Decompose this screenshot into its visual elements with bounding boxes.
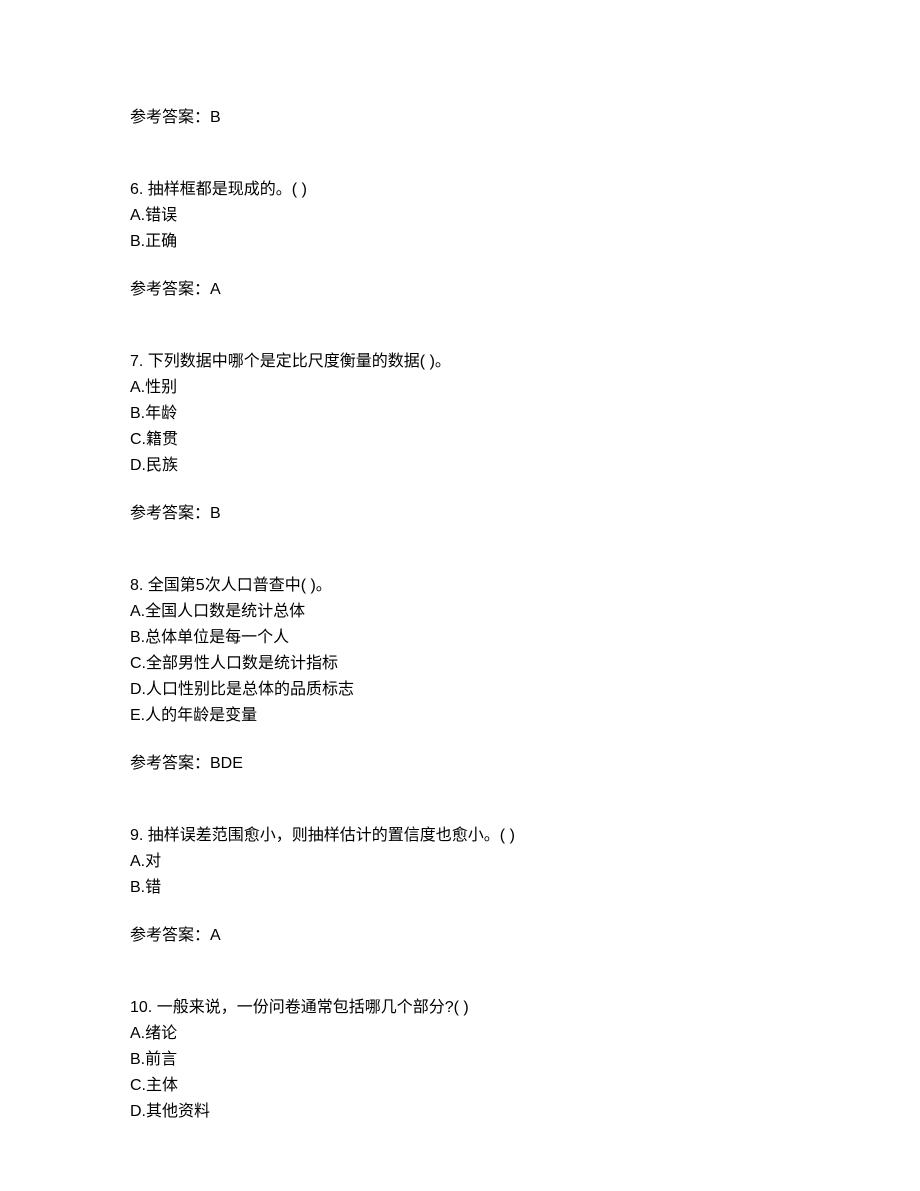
answer: 参考答案：B xyxy=(130,502,790,526)
question-8: 8. 全国第5次人口普查中( )。 A.全国人口数是统计总体 B.总体单位是每一… xyxy=(130,574,790,776)
question-number: 8. xyxy=(130,577,143,594)
option-d: D.民族 xyxy=(130,454,790,478)
question-10: 10. 一般来说，一份问卷通常包括哪几个部分?( ) A.绪论 B.前言 C.主… xyxy=(130,996,790,1124)
answer: 参考答案：BDE xyxy=(130,752,790,776)
question-number: 10. xyxy=(130,999,152,1016)
page-content: 参考答案：B 6. 抽样框都是现成的。( ) A.错误 B.正确 参考答案：A … xyxy=(0,0,920,1124)
option-c: C.主体 xyxy=(130,1074,790,1098)
option-b: B.正确 xyxy=(130,230,790,254)
question-7: 7. 下列数据中哪个是定比尺度衡量的数据( )。 A.性别 B.年龄 C.籍贯 … xyxy=(130,350,790,526)
question-stem: 抽样框都是现成的。( ) xyxy=(148,181,307,198)
question-number: 7. xyxy=(130,353,143,370)
question-stem: 下列数据中哪个是定比尺度衡量的数据( )。 xyxy=(148,353,451,370)
option-b: B.前言 xyxy=(130,1048,790,1072)
option-a: A.对 xyxy=(130,850,790,874)
question-text: 8. 全国第5次人口普查中( )。 xyxy=(130,574,790,598)
option-d: D.其他资料 xyxy=(130,1100,790,1124)
option-b: B.年龄 xyxy=(130,402,790,426)
question-number: 6. xyxy=(130,181,143,198)
option-c: C.全部男性人口数是统计指标 xyxy=(130,652,790,676)
question-text: 9. 抽样误差范围愈小，则抽样估计的置信度也愈小。( ) xyxy=(130,824,790,848)
option-a: A.性别 xyxy=(130,376,790,400)
question-6: 6. 抽样框都是现成的。( ) A.错误 B.正确 参考答案：A xyxy=(130,178,790,302)
question-stem: 一般来说，一份问卷通常包括哪几个部分?( ) xyxy=(157,999,469,1016)
question-stem: 全国第5次人口普查中( )。 xyxy=(148,577,332,594)
question-text: 10. 一般来说，一份问卷通常包括哪几个部分?( ) xyxy=(130,996,790,1020)
option-b: B.总体单位是每一个人 xyxy=(130,626,790,650)
option-a: A.绪论 xyxy=(130,1022,790,1046)
option-e: E.人的年龄是变量 xyxy=(130,704,790,728)
question-9: 9. 抽样误差范围愈小，则抽样估计的置信度也愈小。( ) A.对 B.错 参考答… xyxy=(130,824,790,948)
option-a: A.错误 xyxy=(130,204,790,228)
option-a: A.全国人口数是统计总体 xyxy=(130,600,790,624)
top-answer: 参考答案：B xyxy=(130,106,790,130)
answer: 参考答案：A xyxy=(130,924,790,948)
option-c: C.籍贯 xyxy=(130,428,790,452)
question-text: 6. 抽样框都是现成的。( ) xyxy=(130,178,790,202)
question-stem: 抽样误差范围愈小，则抽样估计的置信度也愈小。( ) xyxy=(148,827,515,844)
question-number: 9. xyxy=(130,827,143,844)
option-d: D.人口性别比是总体的品质标志 xyxy=(130,678,790,702)
question-text: 7. 下列数据中哪个是定比尺度衡量的数据( )。 xyxy=(130,350,790,374)
answer: 参考答案：A xyxy=(130,278,790,302)
option-b: B.错 xyxy=(130,876,790,900)
